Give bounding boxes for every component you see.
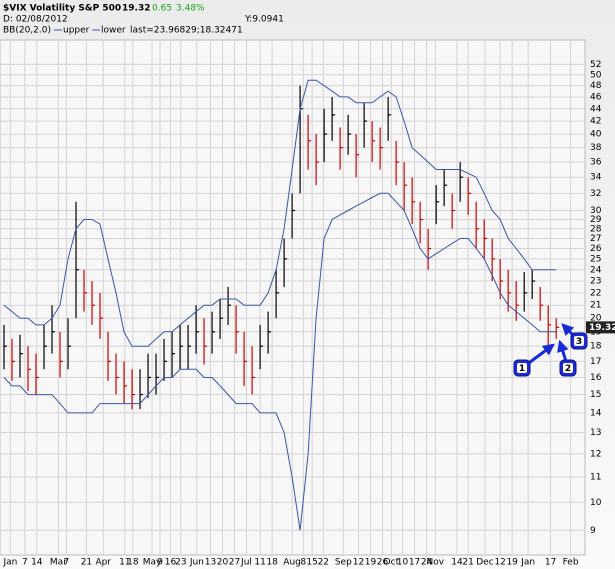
y-tick-label: 21 (590, 301, 601, 311)
x-tick-label: 14 (31, 558, 43, 568)
legend-label: upper (63, 26, 90, 36)
x-tick-label: Jul (240, 558, 252, 568)
y-tick-label: 16 (590, 373, 602, 383)
x-tick-label: 7 (22, 558, 28, 568)
x-tick-label: Sep (335, 558, 352, 568)
x-tick-label: Aug (283, 558, 301, 568)
annotation-inner (563, 363, 573, 373)
x-tick-label: Mar (50, 558, 67, 568)
x-tick-label: 19 (365, 558, 377, 568)
annotation-inner (517, 363, 527, 373)
x-tick-label: Apr (95, 558, 111, 568)
x-tick-label: Jan (520, 558, 535, 568)
x-tick-label: Feb (563, 558, 579, 568)
x-tick-label: 13 (205, 558, 216, 568)
y-tick-label: 50 (590, 70, 602, 80)
x-tick-label: 23 (175, 558, 186, 568)
y-tick-label: 34 (590, 173, 602, 183)
y-tick-label: 24 (590, 265, 602, 275)
y-tick-label: 46 (590, 92, 602, 102)
last-price-label: 19.32 (589, 323, 615, 333)
y-tick-label: 9 (590, 526, 596, 536)
y-tick-label: 29 (590, 215, 602, 225)
x-tick-label: 11 (119, 558, 130, 568)
x-tick-label: Nov (427, 558, 445, 568)
y-tick-label: 10 (590, 498, 602, 508)
x-tick-label: May (143, 558, 162, 568)
x-tick-label: 10 (397, 558, 409, 568)
x-tick-label: 21 (81, 558, 92, 568)
legend-label: lower (101, 26, 126, 36)
y-tick-label: 25 (590, 254, 601, 264)
x-tick-label: 26 (377, 558, 389, 568)
date-label: D: 02/08/2012 (3, 15, 68, 25)
x-tick-label: 19 (506, 558, 518, 568)
y-tick-label: 23 (590, 277, 601, 287)
y-tick-label: 28 (590, 224, 602, 234)
cursor-label: Y:9.0941 (244, 15, 284, 25)
y-tick-label: 27 (590, 234, 601, 244)
x-tick-label: 17 (545, 558, 556, 568)
x-tick-label: 27 (229, 558, 240, 568)
y-tick-label: 38 (590, 143, 602, 153)
y-tick-label: 44 (590, 104, 602, 114)
y-tick-label: 18 (590, 342, 602, 352)
y-tick-label: 17 (590, 357, 601, 367)
y-tick-label: 32 (590, 189, 601, 199)
x-tick-label: 11 (254, 558, 265, 568)
indicator: BB(20,2.0) (3, 26, 51, 36)
y-tick-label: 11 (590, 472, 601, 482)
x-tick-label: 14 (451, 558, 463, 568)
x-tick-label: 8 (300, 558, 306, 568)
y-tick-label: 14 (590, 408, 602, 418)
x-tick-label: 18 (127, 558, 139, 568)
x-tick-label: Oct (384, 558, 400, 568)
title: $VIX Volatility S&P 500 (3, 4, 121, 14)
annotation-inner (574, 336, 584, 346)
x-tick-label: 18 (266, 558, 278, 568)
last-price: 19.32 (122, 4, 150, 14)
y-tick-label: 20 (590, 314, 602, 324)
y-tick-label: 15 (590, 390, 601, 400)
x-tick-label: 7 (64, 558, 70, 568)
y-tick-label: 26 (590, 244, 602, 254)
x-tick-label: 24 (421, 558, 433, 568)
indicator-last: last=23.96829;18.32471 (130, 26, 243, 36)
x-tick-label: 9 (157, 558, 163, 568)
x-tick-label: Jun (189, 558, 204, 568)
x-tick-label: 12 (494, 558, 505, 568)
x-tick-label: Jan (2, 558, 17, 568)
x-tick-label: Dec (476, 558, 493, 568)
change: 0.65 (152, 4, 172, 14)
y-tick-label: 22 (590, 288, 601, 298)
y-tick-label: 42 (590, 117, 601, 127)
annotation-label: 1 (519, 364, 525, 374)
x-tick-label: 16 (165, 558, 177, 568)
change-pct: 3.48% (176, 4, 205, 14)
header: $VIX Volatility S&P 500 19.32 0.65 3.48%… (3, 4, 284, 36)
x-tick-label: 22 (318, 558, 329, 568)
x-tick-label: 21 (462, 558, 473, 568)
y-tick-label: 12 (590, 449, 601, 459)
y-tick-label: 48 (590, 81, 602, 91)
y-tick-label: 36 (590, 158, 602, 168)
x-tick-label: 15 (306, 558, 317, 568)
y-tick-label: 52 (590, 60, 601, 70)
y-tick-label: 40 (590, 130, 602, 140)
x-tick-label: 17 (409, 558, 420, 568)
annotation-label: 3 (576, 337, 582, 347)
y-tick-label: 30 (590, 206, 602, 216)
x-tick-label: 12 (353, 558, 364, 568)
annotation-label: 2 (565, 364, 571, 374)
band-line (3, 192, 557, 531)
y-tick-label: 13 (590, 428, 601, 438)
band-line (3, 79, 557, 347)
x-tick-label: 20 (217, 558, 229, 568)
last-price-box (586, 321, 615, 334)
